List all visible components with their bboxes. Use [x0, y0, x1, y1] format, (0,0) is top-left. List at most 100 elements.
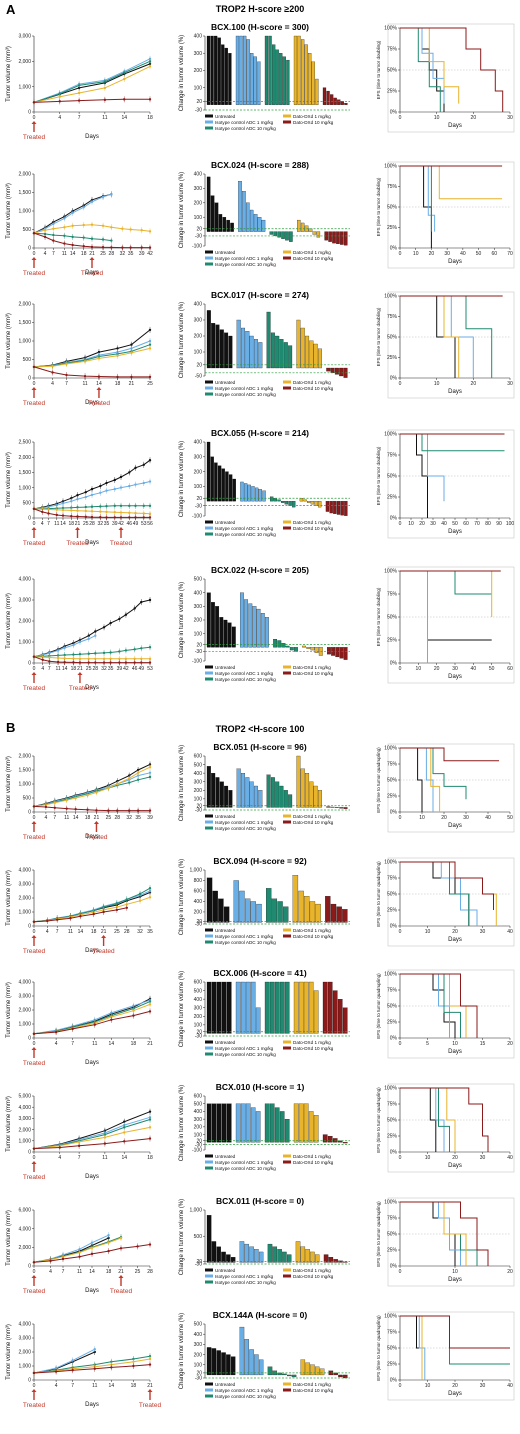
chart-rows: BCX.100 (H-score = 300) 0 1,000 2,000 3,000 0… [6, 22, 514, 1409]
tumor-x-tick-label: 35 [147, 929, 153, 935]
waterfall-bar [284, 1119, 290, 1143]
waterfall-bar [214, 35, 218, 105]
chart-row: BCX.010 (H-score = 1) 0 1,000 2,000 3,000 4,0… [6, 1082, 515, 1181]
tumor-x-tick-label: 11 [55, 666, 60, 672]
tumor-x-tick-label: 4 [58, 115, 61, 121]
tumor-point [99, 491, 102, 494]
tumor-x-tick-label: 18 [69, 521, 75, 527]
waterfall-y-tick-label: 600 [194, 1094, 203, 1100]
tumor-y-tick-label: 2,000 [18, 1127, 31, 1133]
tumor-point [74, 796, 77, 800]
tumor-y-tick-label: 3,000 [18, 994, 31, 1000]
tumor-point [148, 339, 152, 343]
tumor-point [101, 238, 105, 241]
tumor-point [121, 227, 124, 230]
tumor-point [116, 354, 119, 357]
efs-y-tick-label: 50% [387, 615, 398, 621]
waterfall-y-label: Change in tumor volume (%) [179, 172, 185, 248]
tumor-point [65, 373, 68, 377]
waterfall-y-label: Change in tumor volume (%) [179, 1313, 185, 1389]
waterfall-bar [206, 1103, 212, 1143]
tumor-x-tick-label: 18 [106, 1269, 112, 1275]
efs-x-tick-label: 20 [507, 1269, 513, 1275]
waterfall-y-tick-label: 20 [196, 1259, 202, 1265]
chart-row: BCX.100 (H-score = 300) 0 1,000 2,000 3,000 0… [6, 22, 515, 141]
model-title: BCX.094 (H-score = 92) [213, 856, 306, 866]
waterfall-y-tick-label: 400 [194, 771, 203, 777]
tumor-y-label: Tumor volume (mm³) [6, 452, 12, 508]
chart-row: BCX.022 (H-score = 205) 0 1,000 2,000 3,000 4… [6, 565, 515, 692]
tumor-x-tick-label: 18 [147, 1155, 153, 1161]
waterfall-bar [284, 501, 289, 505]
tumor-x-tick-label: 21 [75, 521, 81, 527]
waterfall-y-tick-label: 500 [194, 762, 203, 768]
waterfall-y-tick-label: 20 [196, 496, 202, 502]
tumor-y-tick-label: 0 [28, 1378, 31, 1384]
waterfall-bar [285, 645, 290, 648]
waterfall-bar [300, 1246, 306, 1263]
waterfall-bar [305, 1249, 310, 1263]
efs-step-line [400, 295, 460, 378]
treated-arrowhead [93, 821, 99, 824]
waterfall-bar [219, 329, 224, 369]
legend-label: Isotype control ADC 10 mg/kg [215, 826, 276, 831]
waterfall-bar [277, 901, 283, 923]
waterfall-bar [252, 606, 257, 648]
tumor-point [148, 375, 152, 379]
treated-label: Treated [69, 685, 92, 692]
efs-x-tick-label: 10 [419, 815, 425, 821]
efs-y-tick-label: 75% [387, 1330, 398, 1336]
treated-label: Treated [110, 540, 133, 547]
efs-step-line [400, 165, 436, 232]
efs-x-tick-label: 60 [463, 521, 469, 527]
waterfall-y-tick-label: 400 [194, 34, 203, 40]
waterfall-bar [236, 768, 241, 808]
efs-x-tick-label: 40 [507, 929, 513, 935]
legend-label: Isotype control ADC 10 mg/kg [215, 126, 276, 131]
tumor-point [107, 1249, 110, 1253]
waterfall-bar [247, 484, 251, 502]
waterfall-bar [322, 981, 328, 1034]
waterfall-bar [226, 1354, 231, 1376]
legend-swatch [283, 114, 291, 118]
efs-x-tick-label: 30 [480, 1155, 486, 1161]
tumor-point [90, 1246, 94, 1250]
tumor-point [99, 516, 102, 519]
tumor-x-tick-label: 21 [147, 1383, 153, 1389]
waterfall-bar [254, 487, 259, 502]
tumor-point [134, 466, 137, 470]
efs-y-tick-label: 25% [387, 794, 398, 800]
legend-label: Untreated [215, 928, 236, 933]
tumor-point [105, 510, 108, 514]
efs-step-line [400, 27, 445, 104]
tumor-series-line [33, 776, 151, 807]
treated-arrowhead [31, 257, 37, 260]
waterfall-bar [228, 790, 233, 808]
legend-swatch [283, 120, 291, 124]
waterfall-bar [309, 901, 316, 923]
waterfall-bar [313, 343, 318, 369]
efs-step-line [400, 165, 432, 232]
tumor-point [77, 1144, 81, 1148]
treated-label: Treated [93, 948, 116, 955]
tumor-point [86, 794, 89, 797]
tumor-point [76, 506, 79, 509]
tumor-point [77, 91, 81, 95]
treated-label: Treated [110, 1288, 133, 1295]
tumor-point [124, 613, 128, 616]
legend-swatch [205, 1046, 213, 1050]
waterfall-bar [344, 501, 348, 516]
waterfall-y-tick-label: 100 [194, 1362, 203, 1368]
tumor-point [148, 246, 152, 249]
tumor-point [78, 657, 82, 660]
waterfall-y-tick-label: 100 [194, 1023, 203, 1029]
waterfall-bar [310, 647, 315, 651]
waterfall-y-tick-label: 400 [194, 1109, 203, 1115]
waterfall-bar [326, 90, 330, 105]
waterfall-bar [210, 35, 214, 105]
waterfall-bar [221, 1251, 226, 1263]
tumor-x-tick-label: 32 [120, 251, 126, 257]
waterfall-bar [253, 56, 257, 105]
tumor-point [95, 809, 98, 812]
tumor-point [56, 660, 60, 664]
